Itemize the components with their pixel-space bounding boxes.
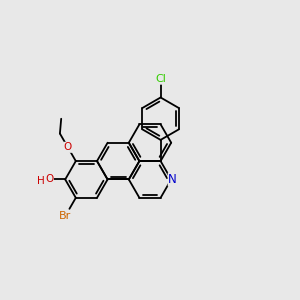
Text: O: O: [64, 142, 72, 152]
Text: H: H: [37, 176, 45, 186]
Text: O: O: [45, 174, 53, 184]
Text: Cl: Cl: [155, 74, 166, 84]
Text: Br: Br: [59, 211, 71, 221]
Text: N: N: [168, 173, 177, 186]
